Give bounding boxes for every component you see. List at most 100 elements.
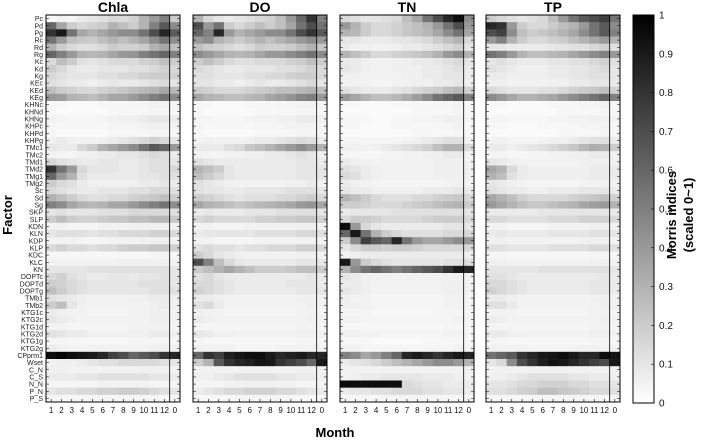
heatmap-cell: [340, 366, 351, 374]
heatmap-cell: [87, 179, 98, 188]
heatmap-cell: [285, 15, 297, 23]
heatmap-cell: [496, 244, 507, 252]
heatmap-cell: [213, 344, 225, 353]
heatmap-cell: [169, 58, 181, 66]
heatmap-cell: [350, 230, 361, 238]
heatmap-cell: [296, 29, 307, 37]
heatmap-cell: [391, 301, 403, 310]
heatmap-cell: [496, 72, 507, 80]
heatmap-cell: [234, 280, 245, 288]
heatmap-cell: [558, 237, 569, 245]
heatmap-cell: [159, 158, 171, 166]
heatmap-cell: [254, 208, 266, 217]
heatmap-cell: [306, 144, 318, 152]
heatmap-cell: [97, 144, 109, 152]
heatmap-cell: [463, 294, 475, 303]
heatmap-cell: [107, 179, 119, 188]
heatmap-cell: [169, 215, 181, 224]
heatmap-cell: [486, 380, 497, 389]
heatmap-cell: [506, 79, 518, 88]
heatmap-cell: [159, 86, 171, 95]
heatmap-cell: [381, 273, 392, 281]
heatmap-cell: [401, 323, 413, 331]
heatmap-cell: [558, 122, 569, 131]
heatmap-cell: [486, 36, 497, 45]
heatmap-cell: [76, 273, 88, 281]
heatmap-cell: [244, 194, 256, 202]
factor-tick-label: N_N: [29, 382, 43, 389]
heatmap-cell: [87, 165, 98, 174]
heatmap-cell: [432, 29, 444, 37]
heatmap-cell: [381, 58, 392, 66]
heatmap-cell: [128, 273, 140, 281]
heatmap-cell: [234, 265, 245, 274]
heatmap-cell: [370, 65, 382, 73]
heatmap-cell: [516, 22, 528, 30]
heatmap-cell: [370, 72, 382, 80]
heatmap-cell: [453, 387, 465, 396]
heatmap-cell: [391, 316, 403, 324]
heatmap-cell: [193, 115, 204, 123]
heatmap-cell: [463, 373, 475, 381]
heatmap-cell: [578, 58, 590, 66]
heatmap-cell: [306, 158, 318, 166]
heatmap-cell: [275, 323, 287, 331]
heatmap-cell: [56, 194, 67, 202]
heatmap-cell: [149, 380, 160, 389]
heatmap-cell: [381, 115, 392, 123]
heatmap-cell: [506, 387, 518, 396]
heatmap-cell: [296, 380, 307, 389]
heatmap-cell: [558, 22, 569, 30]
heatmap-cell: [66, 222, 78, 231]
heatmap-cell: [56, 244, 67, 252]
heatmap-cell: [527, 373, 538, 381]
heatmap-cell: [453, 136, 465, 145]
heatmap-cell: [244, 394, 256, 403]
heatmap-cell: [149, 187, 160, 195]
heatmap-cell: [370, 179, 382, 188]
heatmap-cell: [412, 337, 423, 346]
heatmap-cell: [316, 258, 328, 267]
heatmap-cell: [443, 50, 454, 59]
heatmap-cell: [213, 394, 225, 403]
heatmap-cell: [422, 129, 434, 138]
heatmap-cell: [254, 115, 266, 123]
heatmap-cell: [578, 86, 590, 95]
heatmap-cell: [412, 280, 423, 288]
heatmap-cell: [527, 43, 538, 52]
heatmap-cell: [537, 144, 549, 152]
heatmap-cell: [169, 29, 181, 37]
heatmap-cell: [107, 108, 119, 116]
heatmap-cell: [149, 280, 160, 288]
heatmap-cell: [443, 373, 454, 381]
heatmap-cell: [87, 93, 98, 102]
colorbar-tick-label: 0.3: [659, 282, 673, 293]
heatmap-cell: [265, 79, 276, 88]
heatmap-cell: [547, 230, 559, 238]
heatmap-cell: [401, 344, 413, 353]
heatmap-cell: [149, 258, 160, 267]
heatmap-cell: [422, 151, 434, 159]
heatmap-cell: [107, 380, 119, 389]
heatmap-cell: [128, 36, 140, 45]
heatmap-cell: [340, 65, 351, 73]
heatmap-cell: [360, 380, 372, 389]
heatmap-cell: [213, 15, 225, 23]
heatmap-cell: [159, 380, 171, 389]
month-tick-label: 12: [160, 406, 169, 415]
heatmap-cell: [401, 237, 413, 245]
heatmap-cell: [381, 86, 392, 95]
heatmap-cell: [401, 308, 413, 317]
heatmap-cell: [412, 323, 423, 331]
heatmap-cell: [234, 301, 245, 310]
month-tick-label: 10: [286, 406, 295, 415]
heatmap-cell: [66, 237, 78, 245]
heatmap-cell: [432, 50, 444, 59]
heatmap-cell: [547, 29, 559, 37]
heatmap-cell: [159, 251, 171, 260]
heatmap-cell: [316, 115, 328, 123]
heatmap-cell: [599, 93, 611, 102]
heatmap-cell: [568, 22, 580, 30]
heatmap-cell: [203, 373, 214, 381]
heatmap-cell: [107, 316, 119, 324]
